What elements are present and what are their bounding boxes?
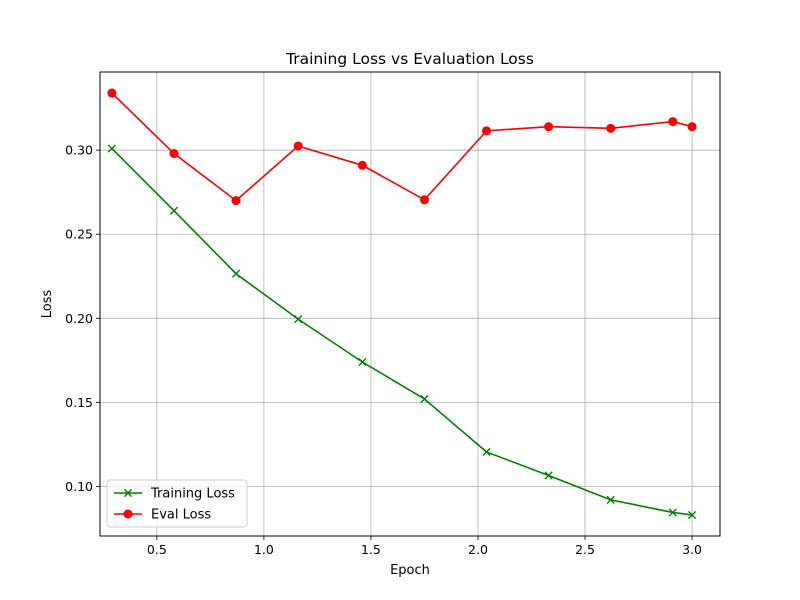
training-loss-point (544, 471, 553, 480)
y-tick-label: 0.30 (65, 143, 93, 158)
x-tick-label: 1.0 (254, 542, 274, 557)
eval-loss-point (544, 122, 554, 132)
training-loss-point (606, 495, 615, 504)
x-tick-label: 2.5 (575, 542, 595, 557)
marker-stroke (544, 471, 553, 480)
axis-ticks: 0.5 1.0 1.5 2.0 2.5 3.0 0.10 0.15 0.20 0.25 0.30 (65, 143, 702, 557)
eval-loss-point (107, 88, 117, 98)
legend: Training Loss Eval Loss (106, 479, 248, 528)
eval-loss-point (231, 196, 241, 206)
marker-stroke (123, 488, 133, 498)
y-axis-label: Loss (40, 290, 55, 319)
x-tick-label: 2.0 (468, 542, 488, 557)
legend-box (106, 479, 248, 528)
training-loss-point (687, 510, 697, 520)
marker-stroke (169, 206, 179, 215)
marker-stroke (606, 495, 615, 504)
chart-title: Training Loss vs Evaluation Loss (285, 50, 534, 68)
plot-frame (99, 71, 721, 537)
eval-loss-point (687, 122, 697, 132)
training-loss-point (668, 508, 677, 517)
eval-loss-point (169, 149, 179, 159)
training-loss-point (294, 315, 303, 324)
eval-loss-point (293, 141, 303, 151)
eval-loss-point (419, 195, 429, 205)
legend-item-training-loss: Training Loss (114, 487, 235, 502)
eval-loss-point (357, 160, 367, 170)
legend-label: Eval Loss (151, 508, 211, 523)
marker-stroke (231, 269, 241, 278)
training-loss-point (420, 394, 429, 404)
marker-stroke (107, 144, 116, 153)
legend-marker (123, 488, 133, 498)
eval-loss-series (107, 88, 697, 206)
training-loss-point (231, 269, 241, 278)
marker-stroke (420, 394, 429, 404)
marker-stroke (358, 357, 367, 367)
grid-lines (100, 72, 720, 536)
legend-item-eval-loss: Eval Loss (114, 508, 211, 523)
marker-stroke (482, 447, 491, 457)
training-loss-point (169, 206, 179, 215)
training-loss-point (107, 144, 116, 153)
marker-stroke (687, 510, 697, 520)
legend-label: Training Loss (150, 487, 235, 502)
eval-loss-point (606, 123, 616, 133)
marker-stroke (294, 315, 303, 324)
x-tick-label: 1.5 (361, 542, 381, 557)
x-axis-label: Epoch (390, 563, 430, 578)
marker-stroke (668, 508, 677, 517)
x-tick-label: 3.0 (682, 542, 702, 557)
training-loss-point (482, 447, 491, 457)
training-loss-point (358, 357, 367, 367)
eval-loss-point (668, 117, 678, 127)
y-tick-label: 0.20 (65, 311, 93, 326)
series-layer (107, 88, 697, 520)
eval-loss-point (482, 126, 492, 136)
y-tick-label: 0.10 (65, 479, 93, 494)
legend-marker (123, 509, 133, 519)
x-tick-label: 0.5 (147, 542, 167, 557)
y-tick-label: 0.25 (65, 227, 93, 242)
y-tick-label: 0.15 (65, 395, 93, 410)
training-loss-series (107, 144, 697, 520)
